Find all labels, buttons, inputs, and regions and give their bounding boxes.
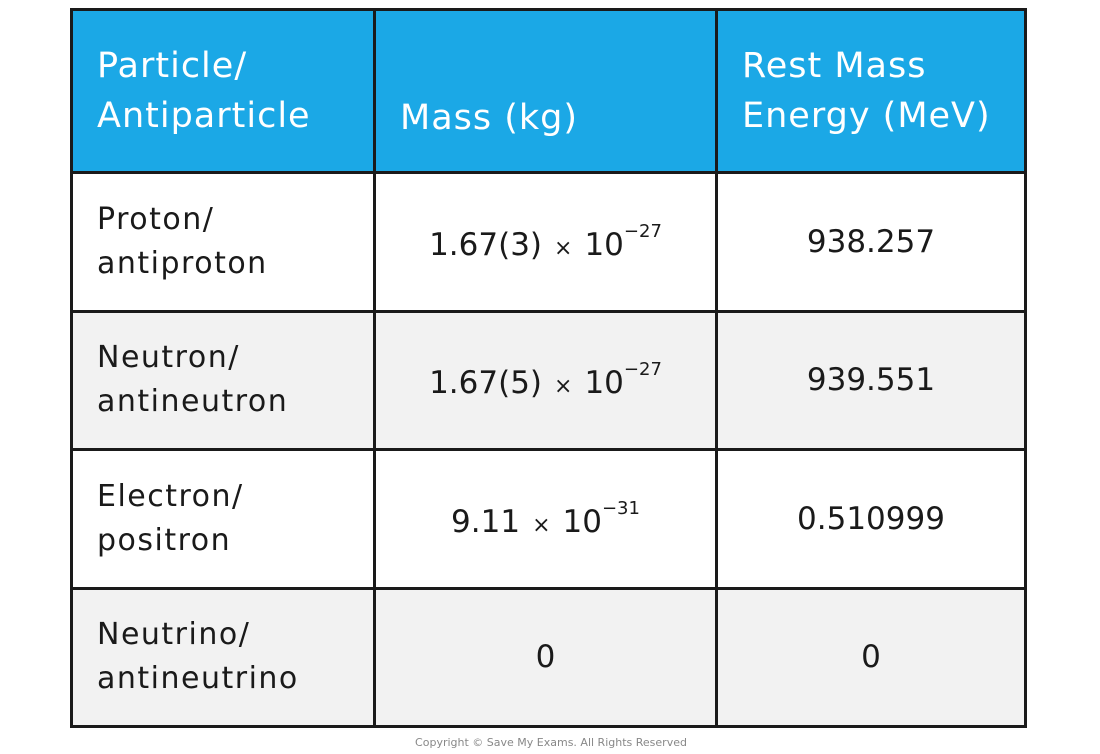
particle-table: Particle/Antiparticle Mass (kg) Rest Mas… <box>70 8 1027 728</box>
mass-cell: 1.67(5) × 10−27 <box>376 312 715 448</box>
energy: 0 <box>861 639 881 676</box>
energy-cell: 0 <box>718 589 1024 725</box>
mass: 1.67(5) × 10−27 <box>429 359 662 401</box>
times: × <box>554 374 573 400</box>
header-cell: Rest Mass Energy (MeV) <box>718 11 1024 171</box>
header-text: Mass (kg) <box>400 98 579 138</box>
energy-cell: 938.257 <box>718 174 1024 310</box>
mantissa: 1.67(5) <box>429 365 543 402</box>
header-text: Rest Mass <box>742 46 927 86</box>
particle-name: antineutrino <box>97 661 299 697</box>
header-text: Particle/ <box>97 46 248 86</box>
energy: 0.510999 <box>797 500 945 537</box>
energy: 939.551 <box>806 362 936 399</box>
exponent: −27 <box>623 359 662 381</box>
times: × <box>554 235 573 261</box>
particle-name: antineutron <box>97 384 289 420</box>
mantissa: 9.11 <box>451 503 521 540</box>
mantissa: 1.67(3) <box>429 226 543 263</box>
base: 10 <box>584 226 624 263</box>
particle-cell: Proton/antiproton <box>73 174 373 310</box>
particle-name: positron <box>97 522 232 558</box>
copyright: Copyright © Save My Exams. All Rights Re… <box>415 736 687 749</box>
exponent: −27 <box>623 220 662 242</box>
times: × <box>532 512 551 538</box>
particle-cell: Electron/positron <box>73 451 373 587</box>
header-cell: Particle/Antiparticle <box>73 11 373 171</box>
particle-name: Proton/ <box>97 201 215 237</box>
particle-name: Neutrino/ <box>97 617 251 653</box>
particle-name: Electron/ <box>97 478 244 514</box>
energy-cell: 939.551 <box>718 312 1024 448</box>
energy: 938.257 <box>806 223 936 260</box>
particle-cell: Neutrino/antineutrino <box>73 589 373 725</box>
header-cell: Mass (kg) <box>376 11 715 171</box>
mass-cell: 0 <box>376 589 715 725</box>
mass-cell: 1.67(3) × 10−27 <box>376 174 715 310</box>
base: 10 <box>562 503 602 540</box>
mass: 1.67(3) × 10−27 <box>429 221 662 263</box>
exponent: −31 <box>601 497 640 519</box>
particle-name: antiproton <box>97 245 268 281</box>
particle-cell: Neutron/antineutron <box>73 312 373 448</box>
header-text: Antiparticle <box>97 96 311 136</box>
header-text: Energy (MeV) <box>742 96 991 136</box>
energy-cell: 0.510999 <box>718 451 1024 587</box>
mass: 9.11 × 10−31 <box>451 498 640 540</box>
mass: 0 <box>535 639 556 676</box>
particle-name: Neutron/ <box>97 340 240 376</box>
base: 10 <box>584 365 624 402</box>
mass-cell: 9.11 × 10−31 <box>376 451 715 587</box>
